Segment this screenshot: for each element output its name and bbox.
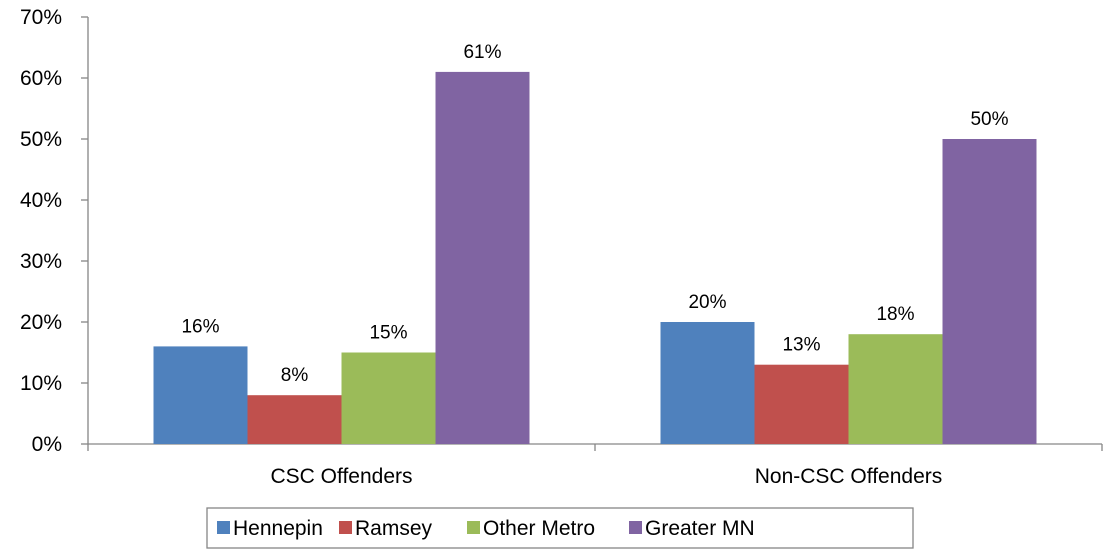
- legend-swatch: [217, 521, 230, 534]
- legend-label: Hennepin: [233, 517, 323, 540]
- y-tick-label: 60%: [20, 67, 62, 90]
- y-tick-label: 20%: [20, 311, 62, 334]
- bar: [660, 322, 755, 444]
- data-labels: 16% 8% 15% 61% 20% 13% 18% 50%: [181, 42, 1008, 386]
- data-label: 61%: [463, 42, 501, 63]
- bar: [942, 139, 1037, 444]
- x-category-label: CSC Offenders: [270, 465, 412, 488]
- legend-swatch: [467, 521, 480, 534]
- data-label: 20%: [688, 292, 726, 313]
- x-axis: CSC Offenders Non-CSC Offenders: [87, 443, 1103, 488]
- data-label: 15%: [369, 323, 407, 344]
- legend-label: Other Metro: [483, 517, 595, 540]
- bar: [341, 352, 436, 444]
- y-tick-label: 10%: [20, 372, 62, 395]
- legend-label: Ramsey: [355, 517, 433, 540]
- bar: [153, 346, 248, 444]
- bar: [754, 364, 849, 444]
- y-tick-label: 70%: [20, 6, 62, 29]
- data-label: 18%: [876, 304, 914, 325]
- legend-box: [206, 507, 914, 549]
- x-category-label: Non-CSC Offenders: [755, 465, 943, 488]
- legend-swatch: [629, 521, 642, 534]
- bar: [247, 395, 342, 444]
- y-tick-label: 30%: [20, 250, 62, 273]
- y-tick-label: 50%: [20, 128, 62, 151]
- bar: [435, 71, 530, 445]
- y-tick-label: 0%: [32, 433, 62, 456]
- y-tick-label: 40%: [20, 189, 62, 212]
- data-label: 8%: [281, 365, 309, 386]
- data-label: 13%: [782, 335, 820, 356]
- data-label: 50%: [970, 109, 1008, 130]
- legend-swatch: [339, 521, 352, 534]
- bar: [848, 334, 943, 444]
- legend: Hennepin Ramsey Other Metro Greater MN: [206, 507, 914, 549]
- bars: [153, 71, 1037, 445]
- data-label: 16%: [181, 316, 219, 337]
- legend-label: Greater MN: [645, 517, 755, 540]
- y-axis: 0% 10% 20% 30% 40% 50% 60% 70%: [20, 6, 89, 456]
